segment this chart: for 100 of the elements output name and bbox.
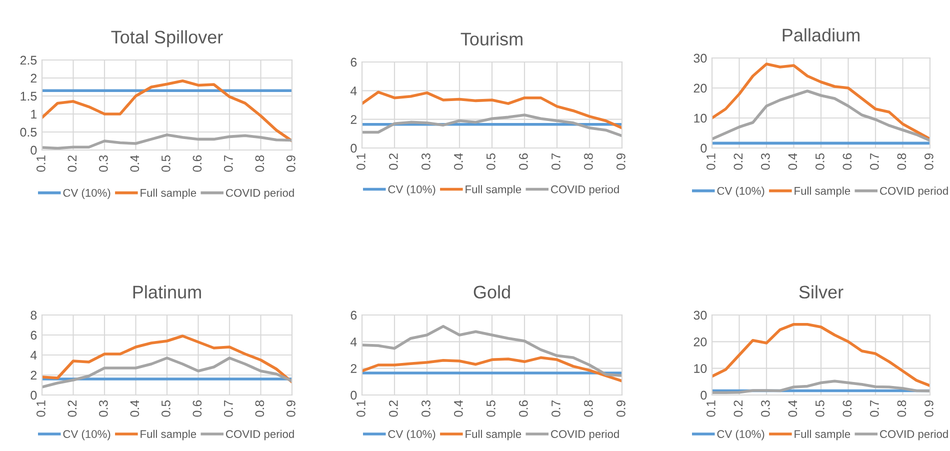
y-tick-label: 0 bbox=[700, 390, 707, 400]
legend-label: COVID period bbox=[551, 430, 619, 440]
x-tick-label: 0.3 bbox=[761, 153, 770, 170]
legend-label: Full sample bbox=[466, 430, 522, 440]
x-tick-label: 0.9 bbox=[286, 400, 296, 417]
x-tick-label: 0.9 bbox=[616, 400, 626, 417]
y-tick-label: 0 bbox=[700, 144, 707, 153]
chart-title: Palladium bbox=[782, 28, 860, 42]
x-tick-label: 0.7 bbox=[224, 400, 233, 417]
y-tick-label: 8 bbox=[30, 310, 37, 320]
legend-label: CV (10%) bbox=[717, 186, 764, 197]
y-tick-label: 2 bbox=[350, 364, 357, 373]
x-tick-label: 0.9 bbox=[616, 153, 626, 170]
chart-title: Tourism bbox=[460, 32, 522, 46]
x-tick-label: 0.1 bbox=[36, 400, 46, 417]
y-tick-label: 2.5 bbox=[20, 56, 37, 65]
x-tick-label: 0.5 bbox=[162, 155, 170, 172]
y-tick-label: 0 bbox=[30, 146, 37, 155]
y-tick-label: 2 bbox=[350, 115, 357, 124]
legend-label: CV (10%) bbox=[388, 430, 436, 440]
legend-label: COVID period bbox=[551, 185, 619, 196]
x-tick-label: 0.4 bbox=[788, 153, 798, 170]
x-tick-label: 0.2 bbox=[68, 400, 77, 417]
y-tick-label: 4 bbox=[350, 86, 357, 96]
x-tick-label: 0.9 bbox=[924, 153, 934, 170]
x-tick-label: 0.8 bbox=[897, 153, 906, 170]
x-tick-label: 0.8 bbox=[255, 400, 264, 417]
legend-label: Full sample bbox=[466, 185, 522, 196]
legend-label: COVID period bbox=[226, 430, 294, 440]
y-tick-label: 10 bbox=[694, 364, 707, 373]
line-series bbox=[712, 322, 930, 388]
x-tick-label: 0.1 bbox=[356, 153, 366, 170]
y-tick-label: 20 bbox=[694, 337, 707, 346]
x-tick-label: 0.1 bbox=[706, 153, 716, 170]
x-tick-label: 0.8 bbox=[584, 153, 593, 170]
x-tick-label: 0.2 bbox=[734, 400, 743, 417]
legend-label: CV (10%) bbox=[63, 188, 110, 199]
x-tick-label: 0.7 bbox=[224, 155, 233, 172]
x-tick-label: 0.3 bbox=[422, 153, 430, 170]
x-tick-label: 0.1 bbox=[36, 155, 46, 172]
y-tick-label: 2 bbox=[30, 370, 37, 380]
x-tick-label: 0.9 bbox=[924, 400, 934, 417]
x-tick-label: 0.4 bbox=[454, 400, 463, 417]
x-tick-label: 0.1 bbox=[356, 400, 366, 417]
x-tick-label: 0.5 bbox=[816, 153, 824, 170]
x-tick-label: 0.3 bbox=[99, 155, 108, 172]
legend-label: Full sample bbox=[140, 430, 196, 440]
x-tick-label: 0.6 bbox=[842, 153, 852, 170]
y-tick-label: 0 bbox=[30, 390, 37, 400]
chart-title: Silver bbox=[799, 285, 844, 299]
legend-label: CV (10%) bbox=[63, 430, 110, 440]
x-tick-label: 0.8 bbox=[584, 400, 593, 417]
x-tick-label: 0.6 bbox=[192, 400, 202, 417]
x-tick-label: 0.6 bbox=[842, 400, 852, 417]
y-tick-label: 4 bbox=[350, 338, 357, 346]
x-tick-label: 0.7 bbox=[552, 153, 560, 170]
legend-label: Full sample bbox=[794, 430, 850, 440]
x-tick-label: 0.4 bbox=[130, 400, 140, 417]
x-tick-label: 0.6 bbox=[519, 153, 528, 170]
legend-label: Full sample bbox=[140, 188, 196, 199]
x-tick-label: 0.3 bbox=[761, 400, 770, 417]
x-tick-label: 0.8 bbox=[897, 400, 906, 417]
x-tick-label: 0.4 bbox=[788, 400, 798, 417]
x-tick-label: 0.3 bbox=[422, 400, 430, 417]
line-series bbox=[712, 90, 930, 142]
y-tick-label: 4 bbox=[30, 350, 37, 360]
x-tick-label: 0.7 bbox=[870, 400, 879, 417]
chart-title: Gold bbox=[474, 285, 510, 299]
x-tick-label: 0.2 bbox=[389, 153, 398, 170]
x-tick-label: 0.4 bbox=[130, 155, 140, 172]
y-tick-label: 30 bbox=[694, 54, 707, 63]
x-tick-label: 0.5 bbox=[486, 400, 496, 417]
legend-label: COVID period bbox=[880, 186, 948, 197]
line-series bbox=[42, 356, 292, 388]
x-tick-label: 0.7 bbox=[552, 400, 560, 417]
x-tick-label: 0.5 bbox=[816, 400, 824, 417]
y-tick-label: 20 bbox=[694, 84, 707, 93]
x-tick-label: 0.6 bbox=[519, 400, 528, 417]
line-series bbox=[42, 334, 292, 384]
x-tick-label: 0.4 bbox=[454, 153, 463, 170]
legend-label: Full sample bbox=[794, 186, 850, 197]
x-tick-label: 0.6 bbox=[192, 155, 202, 172]
x-tick-label: 0.8 bbox=[255, 155, 264, 172]
x-tick-label: 0.7 bbox=[870, 153, 879, 170]
y-tick-label: 1 bbox=[31, 110, 37, 119]
y-tick-label: 0.5 bbox=[20, 128, 37, 137]
x-tick-label: 0.9 bbox=[286, 155, 296, 172]
x-tick-label: 0.5 bbox=[162, 400, 170, 417]
y-tick-label: 2 bbox=[30, 74, 37, 83]
legend-label: CV (10%) bbox=[717, 430, 764, 440]
legend-label: COVID period bbox=[226, 188, 294, 199]
x-tick-label: 0.5 bbox=[486, 153, 496, 170]
chart-title: Platinum bbox=[133, 285, 201, 299]
x-tick-label: 0.2 bbox=[734, 153, 743, 170]
y-tick-label: 0 bbox=[350, 144, 357, 153]
line-series bbox=[362, 356, 622, 382]
y-tick-label: 10 bbox=[694, 114, 707, 123]
line-series bbox=[42, 79, 292, 142]
legend-label: CV (10%) bbox=[388, 185, 436, 196]
legend-label: COVID period bbox=[880, 430, 948, 440]
